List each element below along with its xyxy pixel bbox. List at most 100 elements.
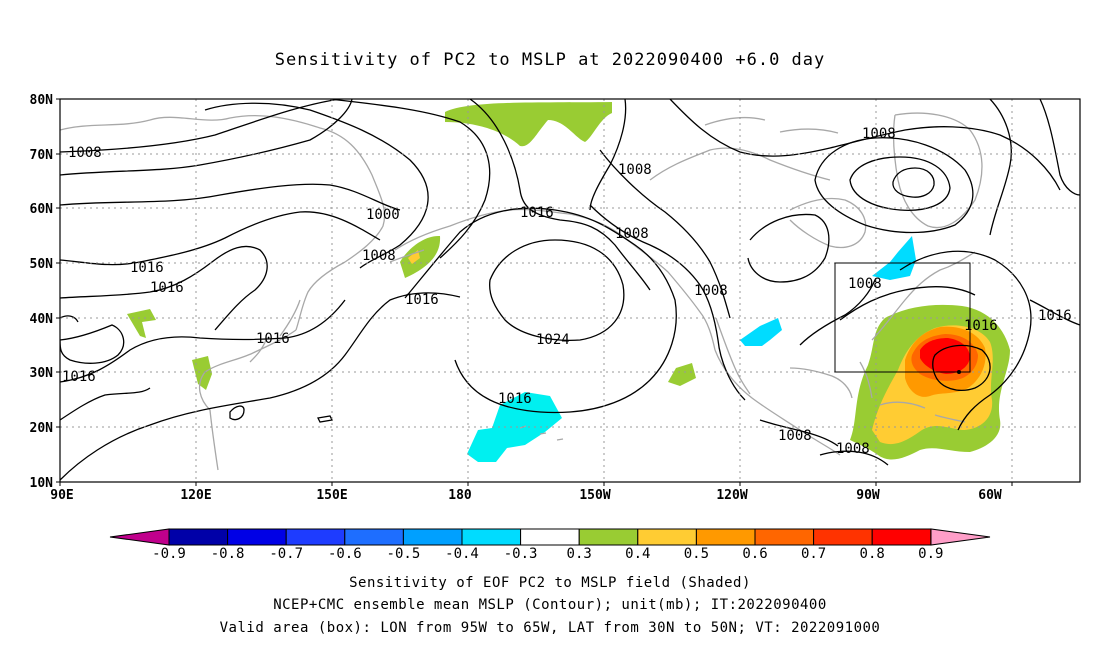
lat-label: 20N: [30, 421, 54, 436]
contour-label: 1016: [964, 318, 998, 334]
contour-label: 1016: [1038, 308, 1072, 324]
shade-hawaii-cyan: [467, 392, 562, 462]
colorbar-box: [813, 528, 873, 546]
lat-label: 80N: [30, 93, 54, 108]
plot-frame: [59, 98, 1081, 483]
colorbar-label: 0.3: [567, 546, 592, 562]
isobar-20: [849, 156, 951, 211]
colorbar-box: [695, 528, 756, 546]
isobar-5: [60, 245, 268, 331]
colorbar-label: 0.9: [918, 546, 943, 562]
isobar-1: [60, 99, 341, 153]
colorbar-label: 0.7: [801, 546, 826, 562]
caption-line-1: Sensitivity of EOF PC2 to MSLP field (Sh…: [349, 575, 751, 591]
coast-japan: [249, 299, 301, 363]
colorbar-label: -0.8: [211, 546, 245, 562]
shade-asia-green-2: [192, 356, 212, 390]
lat-label: 30N: [30, 366, 54, 381]
lon-label: 90W: [856, 488, 880, 503]
isobar-23: [839, 286, 976, 321]
colorbar-label: -0.4: [445, 546, 479, 562]
contour-label: 1008: [836, 441, 870, 457]
contour-label-group: 1008 1008 1000 1016 1008 1016 1016 1008 …: [62, 126, 1072, 457]
isobar-22: [747, 213, 830, 283]
isobar-11: [329, 99, 491, 259]
coast-mexico: [714, 349, 841, 456]
colorbar-boxes: [168, 528, 932, 546]
lat-label: 60N: [30, 202, 54, 217]
isobar-17: [589, 99, 627, 211]
coast-arctic-islands: [704, 116, 839, 134]
contour-label: 1000: [366, 207, 400, 223]
colorbar-box: [168, 528, 229, 546]
colorbar-label: 0.6: [742, 546, 767, 562]
colorbar-box: [520, 528, 580, 546]
contour-label: 1016: [130, 260, 164, 276]
colorbar: -0.9 -0.8 -0.7 -0.6 -0.5 -0.4 -0.3 0.3 0.4 0.5 0.6…: [109, 528, 991, 562]
shade-pacific-yellow: [408, 250, 420, 264]
isobar-28: [932, 344, 991, 391]
colorbar-box: [285, 528, 346, 546]
shade-asia-green-1: [127, 309, 156, 338]
isobar-15: [599, 149, 731, 319]
axis-ticks: [56, 98, 1013, 486]
coast-siberia: [60, 114, 386, 263]
coast-florida: [859, 361, 873, 399]
contour-label: 1008: [615, 226, 649, 242]
isobar-25: [989, 99, 1012, 236]
sensitivity-shading: [127, 102, 1010, 462]
isobar-2: [60, 99, 353, 176]
contour-label: 1008: [618, 162, 652, 178]
colorbar-label: -0.3: [504, 546, 538, 562]
lat-label: 50N: [30, 257, 54, 272]
colorbar-box: [637, 528, 697, 546]
contour-label: 1008: [848, 276, 882, 292]
colorbar-box: [578, 528, 639, 546]
isobar-13: [404, 207, 677, 414]
lon-label: 120W: [716, 488, 747, 503]
lat-label: 40N: [30, 312, 54, 327]
isobar-31: [819, 450, 889, 466]
colorbar-label: -0.7: [269, 546, 303, 562]
coast-gulf: [789, 367, 853, 399]
colorbar-box: [227, 528, 287, 546]
shade-arctic-green: [445, 102, 612, 147]
mslp-contours: [60, 99, 1080, 481]
colorbar-box: [871, 528, 932, 546]
lon-label: 120E: [180, 488, 211, 503]
colorbar-label: 0.4: [625, 546, 650, 562]
valid-area-box: [834, 262, 971, 373]
colorbar-label: -0.9: [152, 546, 186, 562]
isobar-9: [60, 387, 151, 421]
shade-gulf-cyan: [740, 318, 782, 346]
lon-label: 60W: [978, 488, 1002, 503]
colorbar-labels: -0.9 -0.8 -0.7 -0.6 -0.5 -0.4 -0.3 0.3 0.4 0.5 0.6…: [152, 546, 943, 562]
isobar-10: [204, 102, 429, 269]
contour-label: 1008: [694, 283, 728, 299]
colorbar-label: -0.6: [328, 546, 362, 562]
colorbar-low-arrow: [109, 528, 170, 546]
box-marker-dot: [957, 370, 961, 374]
isobar-8: [60, 292, 461, 481]
isobar-34: [60, 315, 79, 323]
lat-label: 10N: [30, 476, 54, 491]
colorbar-label: 0.5: [684, 546, 709, 562]
isobar-3: [60, 183, 401, 211]
coastlines: [60, 112, 983, 471]
lat-labels: 80N 70N 60N 50N 40N 30N 20N 10N: [30, 93, 54, 491]
isobar-14: [489, 239, 625, 341]
contour-label: 1024: [536, 332, 570, 348]
isobar-27: [899, 250, 1032, 431]
contour-label: 1016: [150, 280, 184, 296]
contour-label: 1008: [362, 248, 396, 264]
isobar-30: [759, 419, 839, 447]
lon-label: 150W: [579, 488, 610, 503]
graticule: [60, 99, 1080, 482]
coast-aleutians: [389, 249, 425, 263]
caption-line-3: Valid area (box): LON from 95W to 65W, L…: [219, 620, 881, 636]
coast-east-us: [871, 251, 976, 341]
isobar-19: [814, 137, 974, 234]
coast-baja: [715, 317, 751, 395]
lat-label: 70N: [30, 148, 54, 163]
